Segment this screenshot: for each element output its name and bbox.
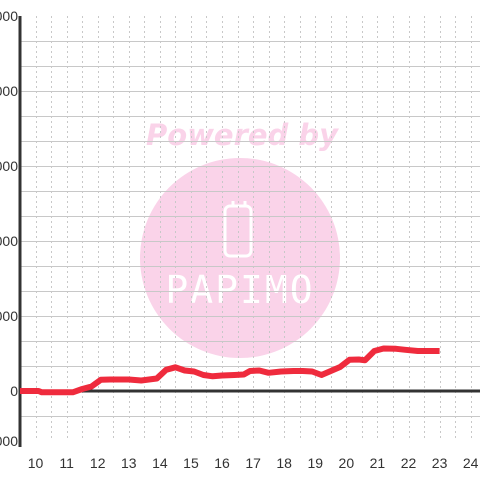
y-tick-label: 90,000 (0, 158, 18, 174)
x-tick-label: 20 (339, 455, 355, 471)
x-tick-label: 23 (432, 455, 448, 471)
x-tick-label: 13 (121, 455, 137, 471)
papimo-watermark: Powered by PAPIMO (140, 118, 340, 358)
x-tick-label: 21 (370, 455, 386, 471)
x-tick-label: 18 (276, 455, 292, 471)
x-tick-labels: 10 11 12 13 14 15 16 17 18 19 20 21 22 23 24 (28, 455, 479, 471)
powered-by-text: Powered by (146, 118, 339, 152)
y-tick-labels: -20,000 0 30,000 60,000 90,000 120,000 150,000 (0, 8, 18, 449)
axes (18, 16, 480, 447)
x-tick-label: 16 (214, 455, 230, 471)
y-tick-label: 150,000 (0, 8, 18, 24)
papimo-logo-text: PAPIMO (165, 268, 314, 312)
x-tick-label: 15 (183, 455, 199, 471)
x-tick-label: 22 (401, 455, 417, 471)
y-tick-label: -20,000 (0, 433, 18, 449)
x-tick-label: 10 (28, 455, 44, 471)
y-tick-label: 30,000 (0, 308, 18, 324)
x-tick-label: 14 (152, 455, 168, 471)
x-tick-label: 12 (90, 455, 106, 471)
grid-lines (20, 16, 480, 441)
watermark-circle (140, 158, 340, 358)
x-tick-label: 19 (307, 455, 323, 471)
x-tick-label: 17 (245, 455, 261, 471)
series-line-path (20, 345, 440, 396)
y-tick-label: 120,000 (0, 83, 18, 99)
x-tick-label: 11 (59, 455, 74, 471)
series-line (20, 345, 440, 396)
y-tick-label: 0 (10, 383, 18, 399)
y-tick-label: 60,000 (0, 233, 18, 249)
x-tick-label: 24 (463, 455, 479, 471)
